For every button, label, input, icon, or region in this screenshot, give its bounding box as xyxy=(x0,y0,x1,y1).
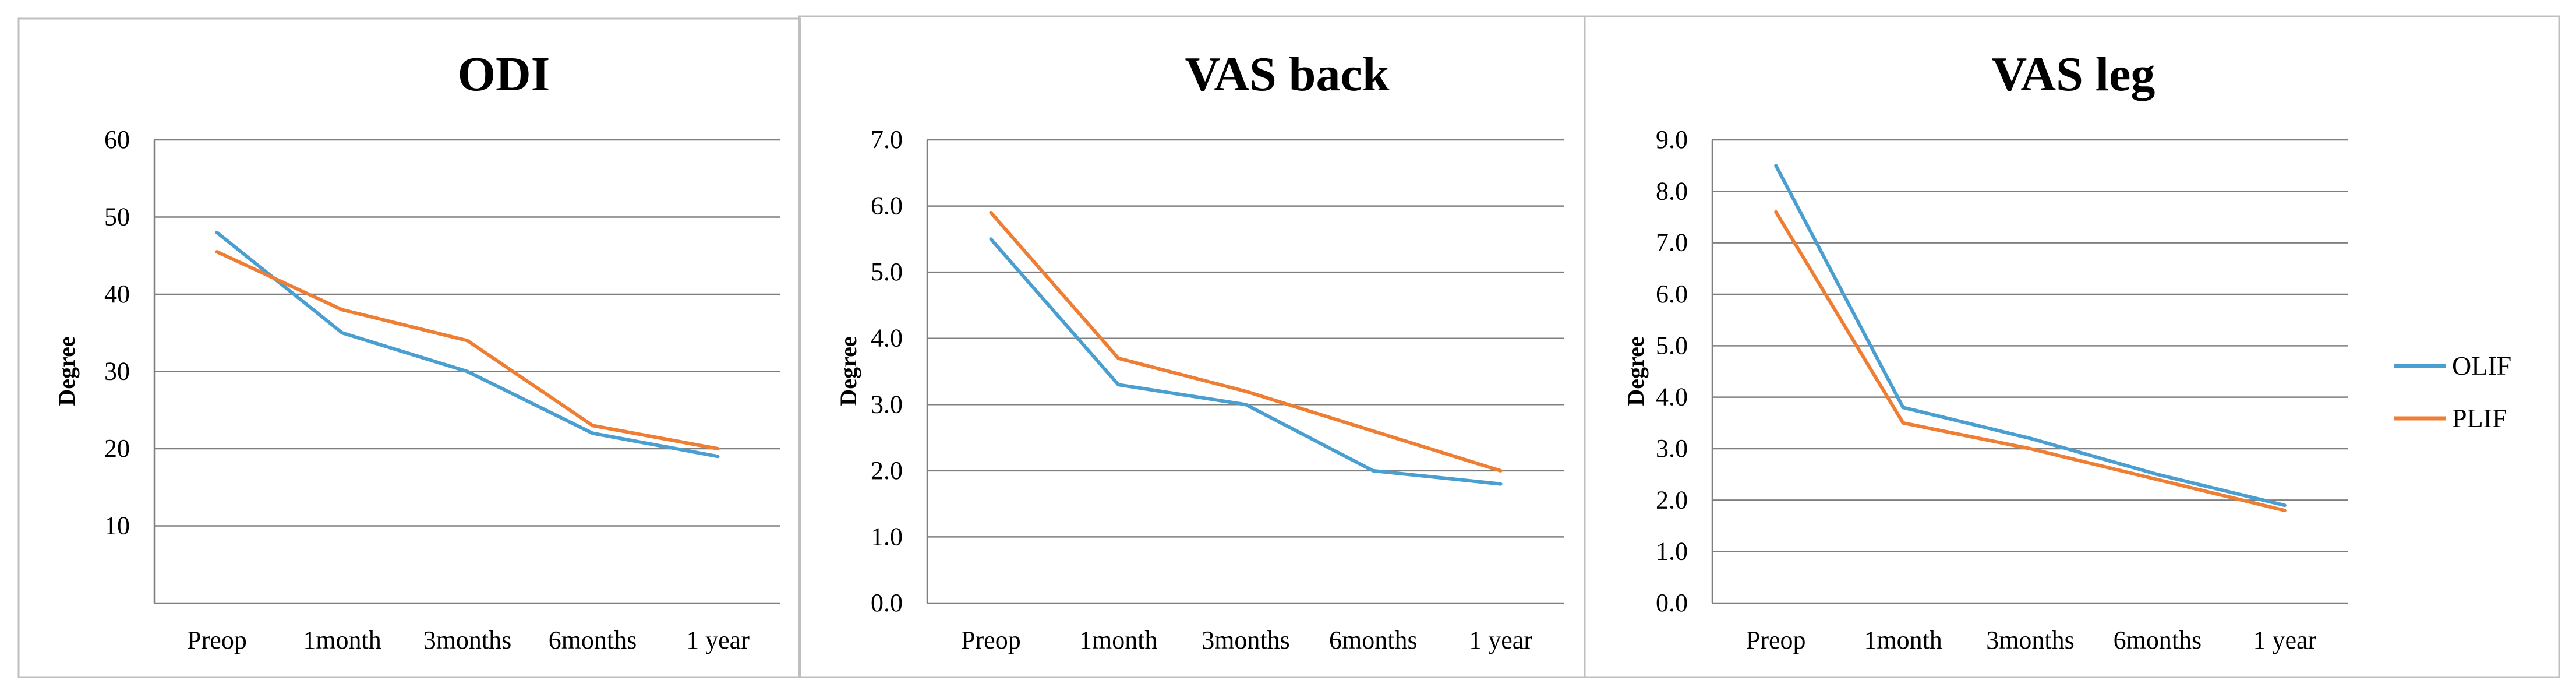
y-tick-label-odi: 10 xyxy=(104,512,130,540)
chart-frame-odi xyxy=(17,17,801,678)
y-tick-label-vas-leg: 9.0 xyxy=(1656,125,1688,154)
x-tick-label-vas-back: 6months xyxy=(1329,626,1418,654)
x-tick-label-vas-leg: 1month xyxy=(1864,626,1942,654)
x-tick-label-vas-back: 3months xyxy=(1202,626,1290,654)
y-tick-label-vas-back: 5.0 xyxy=(871,258,903,286)
chart-title-odi: ODI xyxy=(458,47,550,101)
x-tick-label-odi: 1month xyxy=(303,626,381,654)
y-tick-label-odi: 40 xyxy=(104,280,130,308)
legend-label-plif: PLIF xyxy=(2452,403,2507,433)
series-line-plif-vas-leg xyxy=(1774,210,2287,512)
y-tick-label-vas-leg: 6.0 xyxy=(1656,280,1688,308)
series-line-plif-vas-back xyxy=(989,210,1503,473)
x-tick-label-odi: 1 year xyxy=(686,626,750,654)
series-line-olif-odi xyxy=(215,231,720,459)
y-tick-label-vas-back: 1.0 xyxy=(871,522,903,551)
x-tick-label-vas-leg: Preop xyxy=(1746,626,1806,654)
chart-frame-vas-back xyxy=(798,15,1586,678)
x-tick-label-vas-leg: 6months xyxy=(2114,626,2202,654)
y-tick-label-vas-leg: 0.0 xyxy=(1656,589,1688,617)
y-tick-label-vas-leg: 1.0 xyxy=(1656,537,1688,566)
y-tick-label-odi: 20 xyxy=(104,434,130,463)
y-axis-label-odi: Degree xyxy=(54,336,80,406)
x-tick-label-vas-back: 1 year xyxy=(1469,626,1532,654)
x-tick-label-odi: Preop xyxy=(187,626,247,654)
y-tick-label-vas-back: 2.0 xyxy=(871,456,903,485)
series-line-olif-vas-leg xyxy=(1774,164,2287,508)
y-tick-label-odi: 50 xyxy=(104,203,130,231)
x-tick-label-odi: 6months xyxy=(549,626,637,654)
x-tick-label-vas-back: Preop xyxy=(961,626,1021,654)
x-tick-label-vas-back: 1month xyxy=(1079,626,1157,654)
y-tick-label-vas-leg: 2.0 xyxy=(1656,485,1688,514)
y-tick-label-vas-leg: 4.0 xyxy=(1656,383,1688,411)
y-tick-label-vas-leg: 3.0 xyxy=(1656,434,1688,463)
y-tick-label-odi: 60 xyxy=(104,125,130,154)
y-tick-label-odi: 30 xyxy=(104,357,130,386)
y-tick-label-vas-leg: 5.0 xyxy=(1656,331,1688,360)
y-tick-label-vas-leg: 7.0 xyxy=(1656,228,1688,257)
y-tick-label-vas-leg: 8.0 xyxy=(1656,177,1688,205)
legend-label-olif: OLIF xyxy=(2452,351,2511,381)
y-tick-label-vas-back: 6.0 xyxy=(871,192,903,220)
y-axis-label-vas-back: Degree xyxy=(835,336,861,406)
y-tick-label-vas-back: 7.0 xyxy=(871,125,903,154)
y-tick-label-vas-back: 0.0 xyxy=(871,589,903,617)
chart-title-vas-back: VAS back xyxy=(1185,47,1390,101)
x-tick-label-vas-leg: 1 year xyxy=(2253,626,2316,654)
y-axis-label-vas-leg: Degree xyxy=(1623,336,1649,406)
chart-title-vas-leg: VAS leg xyxy=(1992,47,2155,101)
x-tick-label-odi: 3months xyxy=(423,626,512,654)
y-tick-label-vas-back: 4.0 xyxy=(871,324,903,353)
y-tick-label-vas-back: 3.0 xyxy=(871,390,903,418)
series-line-olif-vas-back xyxy=(989,237,1503,486)
x-tick-label-vas-leg: 3months xyxy=(1986,626,2075,654)
chart-frame-vas-leg xyxy=(1584,15,2560,678)
series-line-plif-odi xyxy=(215,250,720,450)
